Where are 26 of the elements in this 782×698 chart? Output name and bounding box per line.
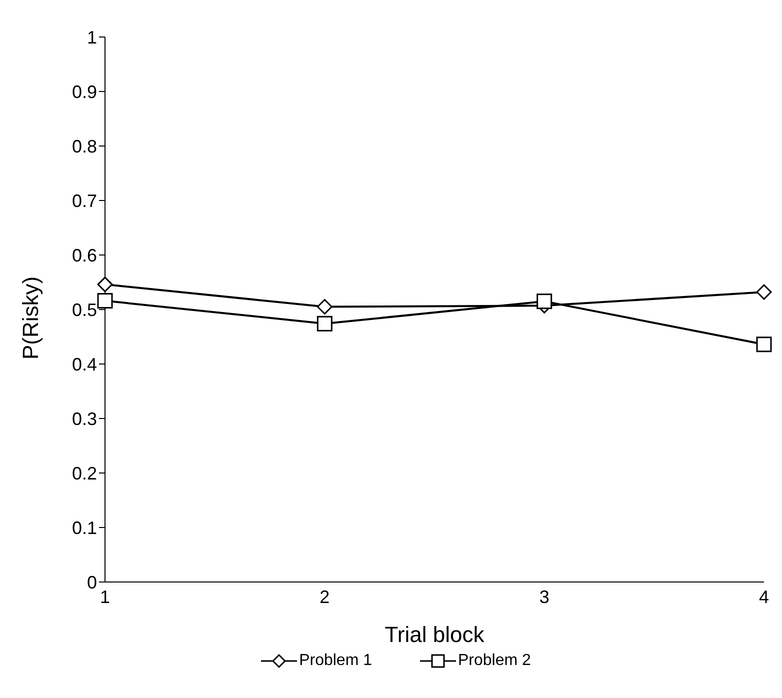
y-tick-label: 0 (86, 572, 97, 592)
x-tick-label: 4 (758, 586, 770, 607)
x-tick-label: 1 (100, 586, 110, 607)
y-tick-label: 0.5 (72, 300, 97, 320)
y-tick-label: 0.6 (72, 245, 97, 266)
y-tick-label: 0.2 (72, 463, 97, 484)
point (97, 293, 113, 309)
y-tick-label: 0.7 (72, 190, 97, 211)
y-tick-label: 0.9 (72, 82, 97, 102)
point (316, 299, 332, 315)
point (756, 284, 772, 300)
point (536, 294, 552, 310)
point (97, 276, 113, 292)
legend-label: Problem 1 (299, 652, 372, 670)
y-axis-title: P(Risky) (18, 276, 43, 360)
y-tick-label: 0.8 (72, 136, 97, 156)
point (756, 336, 772, 352)
x-axis-title: Trial block (384, 622, 486, 647)
x-tick-label: 3 (539, 586, 550, 607)
x-tick-label: 2 (320, 586, 330, 607)
y-tick-label: 0.3 (72, 408, 97, 429)
point (316, 316, 332, 332)
y-tick-label: 0.4 (72, 354, 97, 374)
legend-label: Problem 2 (458, 652, 531, 670)
y-tick-label: 1 (86, 27, 97, 48)
y-tick-label: 0.1 (72, 518, 97, 538)
